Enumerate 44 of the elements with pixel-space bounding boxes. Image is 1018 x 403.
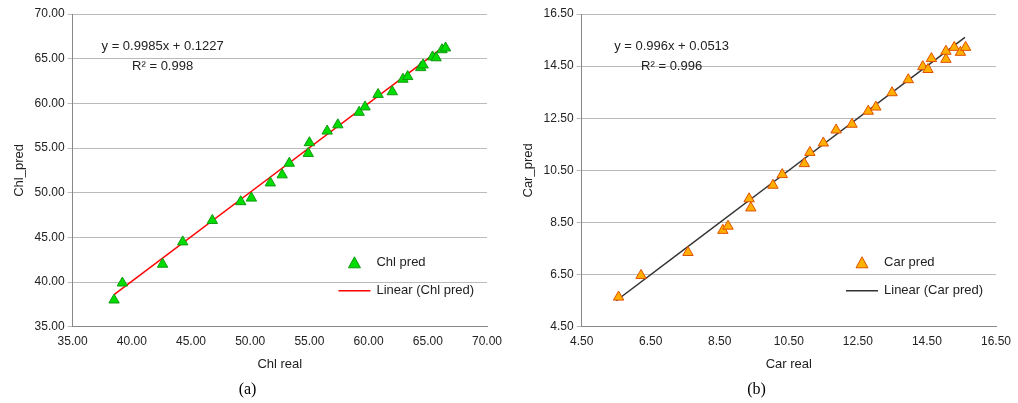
- x-tick-label: 8.50: [708, 334, 732, 349]
- text: (a): [238, 379, 257, 398]
- y-tick-label: 4.50: [550, 319, 574, 334]
- y-axis-title: Chl_pred: [11, 144, 27, 197]
- x-tick-label: 12.50: [842, 334, 874, 349]
- legend-label: Car pred: [884, 254, 935, 270]
- x-tick-label: 50.00: [235, 334, 266, 349]
- x-axis-title: Chl real: [257, 355, 303, 371]
- y-tick-label: 70.00: [34, 6, 65, 21]
- legend-label: Chl pred: [376, 254, 426, 270]
- y-tick-label: 6.50: [550, 266, 574, 281]
- x-tick-label: 16.50: [980, 334, 1012, 349]
- x-tick-label: 45.00: [176, 334, 207, 349]
- annotation: R² = 0.998: [132, 57, 194, 73]
- x-tick-label: 4.50: [569, 334, 594, 349]
- y-tick-label: 8.50: [550, 214, 574, 229]
- x-tick-label: 55.00: [294, 334, 325, 349]
- y-tick-label: 55.00: [34, 140, 65, 155]
- x-tick-label: 35.00: [57, 334, 88, 349]
- x-tick-label: 10.50: [773, 334, 805, 349]
- x-tick-label: 14.50: [911, 334, 943, 349]
- x-tick-label: 40.00: [116, 334, 148, 349]
- annotation: R² = 0.996: [641, 57, 703, 73]
- y-tick-label: 65.00: [34, 51, 65, 65]
- x-axis-title: Car real: [765, 355, 813, 371]
- text: (b): [747, 379, 766, 398]
- y-tick-label: 16.50: [543, 6, 574, 21]
- legend-label: Linear (Chl pred): [376, 282, 474, 298]
- x-tick-label: 65.00: [412, 334, 444, 349]
- y-tick-label: 60.00: [34, 95, 65, 110]
- y-tick-label: 50.00: [34, 185, 65, 200]
- y-tick-label: 45.00: [34, 229, 65, 244]
- y-tick-label: 12.50: [543, 110, 574, 125]
- y-tick-label: 35.00: [34, 319, 65, 334]
- annotation: y = 0.9985x + 0.1227: [101, 37, 224, 53]
- legend-label: Linear (Car pred): [884, 282, 984, 298]
- x-tick-label: 70.00: [471, 334, 503, 349]
- annotation: y = 0.996x + 0.0513: [614, 37, 730, 53]
- y-tick-label: 14.50: [543, 58, 574, 73]
- y-tick-label: 10.50: [543, 162, 574, 177]
- y-axis-title: Car_pred: [520, 143, 536, 198]
- y-tick-label: 40.00: [34, 274, 65, 289]
- x-tick-label: 60.00: [353, 334, 384, 349]
- x-tick-label: 6.50: [639, 334, 663, 349]
